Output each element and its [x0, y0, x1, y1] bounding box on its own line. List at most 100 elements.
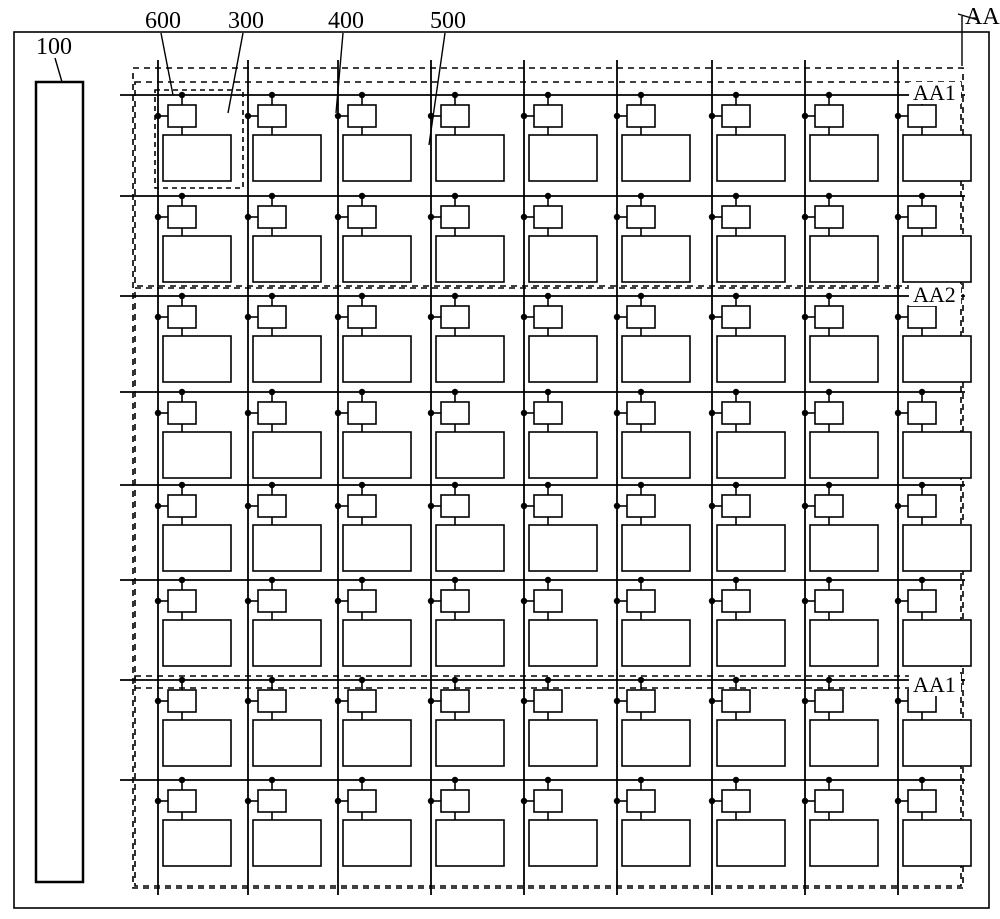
tft-box [627, 690, 655, 712]
pixel-electrode [810, 620, 878, 666]
pixel-electrode [253, 432, 321, 478]
pixel-electrode [343, 720, 411, 766]
pixel-electrode [810, 720, 878, 766]
tft-box [168, 790, 196, 812]
pixel-cell [335, 92, 411, 181]
pixel-electrode [622, 525, 690, 571]
tft-box [258, 690, 286, 712]
tft-box [534, 590, 562, 612]
tft-box [258, 306, 286, 328]
pixel-electrode [253, 720, 321, 766]
pixel-electrode [622, 135, 690, 181]
tft-box [908, 590, 936, 612]
pixel-electrode [163, 432, 231, 478]
pixel-cell [614, 777, 690, 866]
tft-box [627, 590, 655, 612]
pixel-electrode [436, 820, 504, 866]
label-AA2: AA2 [913, 282, 956, 307]
pixel-electrode [163, 820, 231, 866]
pixel-electrode [253, 135, 321, 181]
tft-box [441, 590, 469, 612]
tft-box [168, 690, 196, 712]
pixel-electrode [253, 336, 321, 382]
pixel-electrode [717, 135, 785, 181]
tft-box [348, 306, 376, 328]
pixel-cell [335, 577, 411, 666]
tft-box [815, 495, 843, 517]
pixel-cell [155, 482, 231, 571]
tft-box [348, 790, 376, 812]
tft-box [815, 690, 843, 712]
pixel-electrode [436, 236, 504, 282]
tft-box [258, 105, 286, 127]
pixel-electrode [343, 820, 411, 866]
tft-box [534, 105, 562, 127]
tft-box [815, 790, 843, 812]
pixel-electrode [343, 236, 411, 282]
tft-box [348, 206, 376, 228]
pixel-cell [335, 293, 411, 382]
tft-box [627, 105, 655, 127]
pixel-electrode [717, 720, 785, 766]
pixel-cell [802, 92, 878, 181]
tft-box [441, 402, 469, 424]
pixel-cell [709, 293, 785, 382]
leader-L600 [161, 33, 173, 95]
tft-box [627, 206, 655, 228]
pixel-cell [428, 389, 504, 478]
label-AA1_top: AA1 [913, 80, 956, 105]
pixel-cell [614, 482, 690, 571]
pixel-electrode [529, 620, 597, 666]
pixel-electrode [717, 236, 785, 282]
pixel-electrode [163, 620, 231, 666]
tft-box [441, 306, 469, 328]
pixel-cell [895, 389, 971, 478]
tft-box [627, 402, 655, 424]
pixel-electrode [717, 525, 785, 571]
pixel-cell [802, 389, 878, 478]
tft-box [534, 790, 562, 812]
pixel-cell [428, 677, 504, 766]
pixel-electrode [903, 236, 971, 282]
pixel-electrode [343, 620, 411, 666]
pixel-cell [521, 677, 597, 766]
tft-box [908, 402, 936, 424]
pixel-electrode [343, 336, 411, 382]
tft-box [815, 402, 843, 424]
pixel-electrode [810, 432, 878, 478]
tft-box [168, 306, 196, 328]
pixel-electrode [343, 525, 411, 571]
pixel-electrode [163, 525, 231, 571]
tft-box [627, 790, 655, 812]
tft-box [534, 206, 562, 228]
tft-box [258, 590, 286, 612]
tft-box [534, 690, 562, 712]
pixel-cell [614, 193, 690, 282]
pixel-cell [895, 193, 971, 282]
driver-block [36, 82, 83, 882]
leader-L400 [336, 33, 343, 113]
pixel-cell [155, 293, 231, 382]
tft-box [908, 790, 936, 812]
pixel-electrode [343, 432, 411, 478]
pixel-electrode [436, 720, 504, 766]
pixel-electrode [253, 236, 321, 282]
pixel-cell [521, 193, 597, 282]
tft-box [534, 402, 562, 424]
pixel-cell [614, 577, 690, 666]
tft-box [627, 495, 655, 517]
tft-box [815, 590, 843, 612]
tft-box [908, 306, 936, 328]
pixel-cell [614, 677, 690, 766]
pixel-electrode [343, 135, 411, 181]
pixel-cell [428, 193, 504, 282]
pixel-electrode [717, 620, 785, 666]
pixel-electrode [253, 820, 321, 866]
tft-box [722, 495, 750, 517]
pixel-electrode [622, 820, 690, 866]
pixel-cell [245, 193, 321, 282]
pixel-electrode [810, 820, 878, 866]
pixel-electrode [529, 336, 597, 382]
pixel-cell [428, 482, 504, 571]
pixel-electrode [810, 135, 878, 181]
